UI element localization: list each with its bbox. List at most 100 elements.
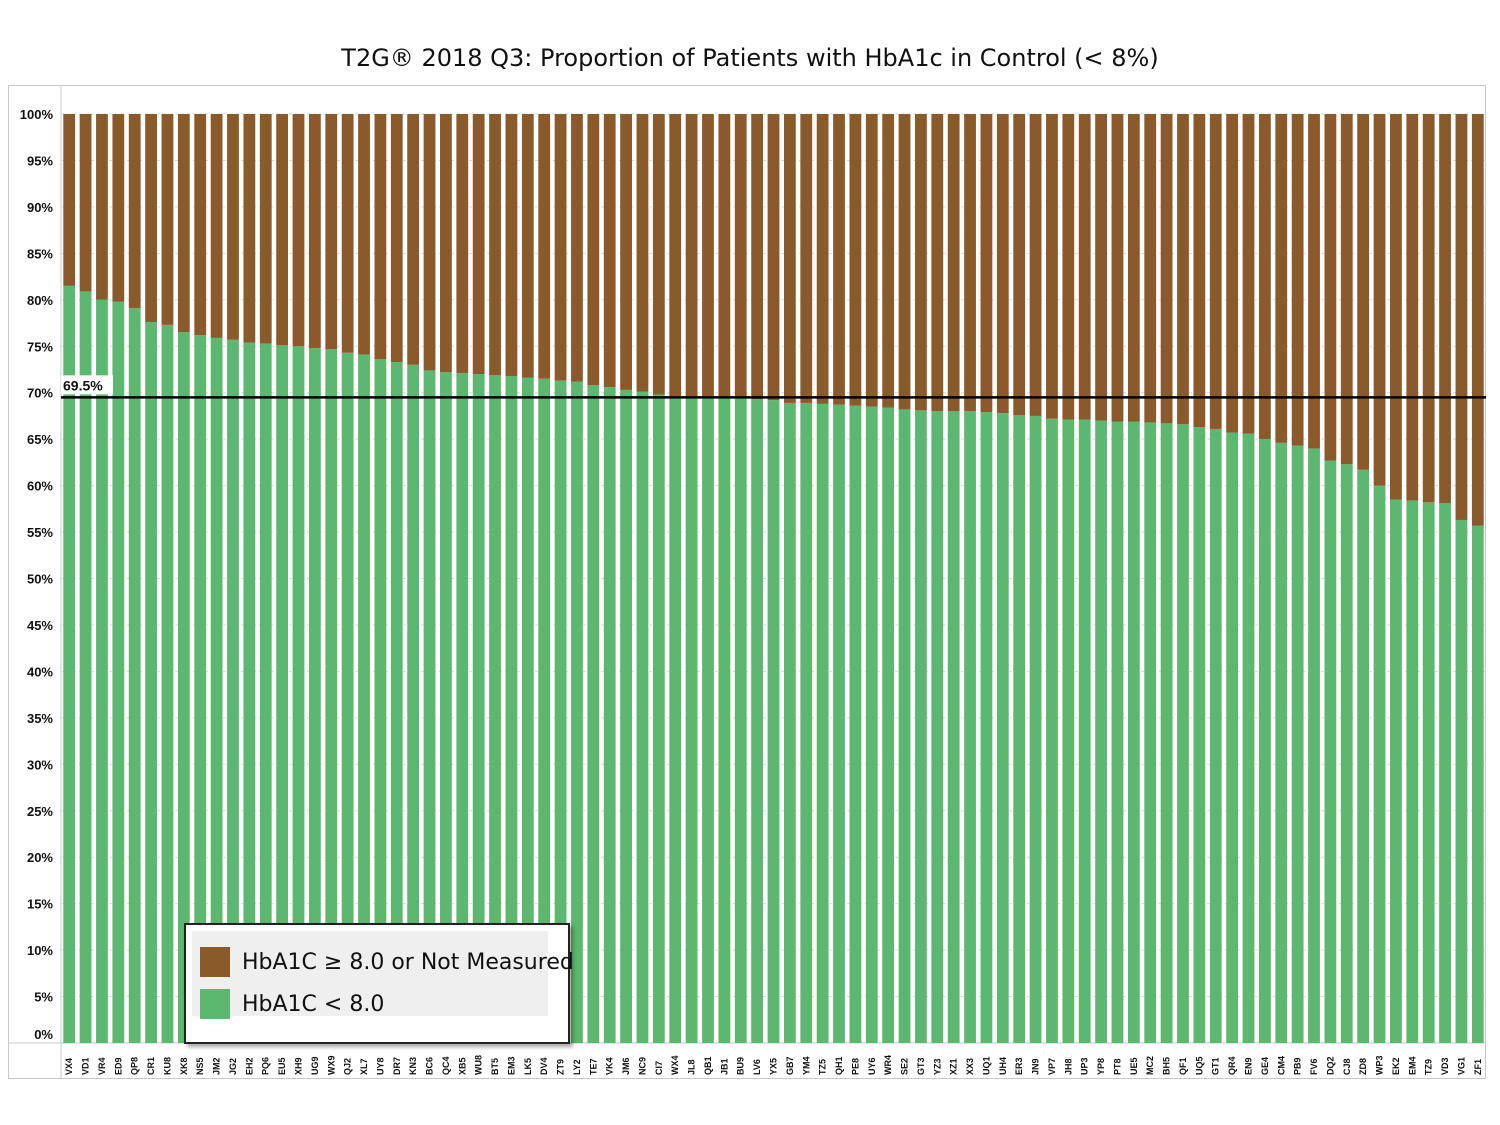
x-tick-label: DR7 <box>392 1057 402 1075</box>
bar-controlled <box>652 394 665 1044</box>
bar-not-controlled <box>947 114 960 412</box>
x-tick-label: VP7 <box>1047 1058 1057 1075</box>
bar-controlled <box>325 349 338 1043</box>
bar-controlled <box>554 380 567 1043</box>
x-tick-label: EH2 <box>244 1057 254 1075</box>
y-tick-label: 45% <box>27 618 53 633</box>
bar-controlled <box>423 370 436 1043</box>
x-tick-label: XK8 <box>179 1057 189 1075</box>
bar-not-controlled <box>489 114 501 376</box>
bar-not-controlled <box>1406 114 1419 501</box>
bar-not-controlled <box>145 114 157 323</box>
x-tick-label: WP3 <box>1375 1055 1385 1075</box>
bar-not-controlled <box>1078 114 1091 420</box>
x-tick-label: WX4 <box>670 1055 680 1075</box>
y-tick-label: 65% <box>27 432 53 447</box>
bar-controlled <box>259 343 272 1043</box>
x-tick-label: PE8 <box>850 1058 860 1075</box>
bar-controlled <box>1193 427 1206 1043</box>
bar-not-controlled <box>718 114 731 398</box>
bar-not-controlled <box>652 114 665 395</box>
bar-not-controlled <box>440 114 452 373</box>
bar-not-controlled <box>1095 114 1107 421</box>
bar-controlled <box>1013 414 1026 1044</box>
x-tick-label: LK5 <box>523 1058 533 1075</box>
bar-controlled <box>292 346 305 1043</box>
bar-not-controlled <box>538 114 551 379</box>
bar-controlled <box>1340 464 1353 1043</box>
bar-controlled <box>718 397 731 1044</box>
bar-not-controlled <box>1193 114 1206 428</box>
bar-not-controlled <box>1127 114 1140 422</box>
x-tick-label: GB7 <box>785 1056 795 1075</box>
bar-controlled <box>1177 424 1189 1043</box>
legend-item-high: HbA1C ≥ 8.0 or Not Measured <box>200 947 574 977</box>
bar-controlled <box>931 411 944 1043</box>
reference-label-background <box>61 375 113 395</box>
bar-controlled <box>980 412 993 1044</box>
bar-controlled <box>505 375 518 1043</box>
x-tick-label: UY8 <box>375 1057 385 1075</box>
bar-not-controlled <box>112 114 125 302</box>
bar-not-controlled <box>1439 114 1451 504</box>
x-tick-label: SE2 <box>900 1058 910 1075</box>
y-tick-label: 25% <box>27 804 53 819</box>
bar-not-controlled <box>996 114 1009 414</box>
bar-not-controlled <box>636 114 649 392</box>
x-tick-label: ER3 <box>1014 1057 1024 1075</box>
x-tick-label: QB1 <box>703 1056 713 1075</box>
bar-not-controlled <box>390 114 403 363</box>
bar-not-controlled <box>1455 114 1468 520</box>
legend-item-controlled: HbA1C < 8.0 <box>200 989 384 1019</box>
x-tick-label: WR4 <box>883 1055 893 1075</box>
bar-not-controlled <box>521 114 534 378</box>
bar-controlled <box>767 400 780 1044</box>
x-tick-label: GT1 <box>1211 1057 1221 1075</box>
bar-not-controlled <box>1242 114 1255 434</box>
bar-not-controlled <box>1111 114 1124 422</box>
x-tick-label: TZ9 <box>1424 1059 1434 1075</box>
bar-not-controlled <box>1390 114 1402 500</box>
x-tick-label: ZD8 <box>1358 1058 1368 1075</box>
bar-not-controlled <box>1013 114 1026 415</box>
bar-controlled <box>1291 445 1304 1043</box>
bar-controlled <box>1029 415 1042 1043</box>
bar-controlled <box>1242 433 1255 1043</box>
x-tick-label: UH4 <box>998 1057 1008 1075</box>
bar-controlled <box>1439 503 1451 1044</box>
bar-controlled <box>1144 422 1157 1044</box>
x-tick-label: YX5 <box>769 1058 779 1075</box>
bar-not-controlled <box>161 114 174 325</box>
x-tick-label: UP3 <box>1080 1057 1090 1075</box>
x-tick-label: NC9 <box>637 1057 647 1075</box>
bar-controlled <box>1373 485 1386 1044</box>
x-tick-label: TZ5 <box>818 1059 828 1075</box>
bar-not-controlled <box>882 114 895 408</box>
x-tick-label: TE7 <box>588 1058 598 1075</box>
bar-controlled <box>1422 502 1435 1043</box>
x-tick-label: FV6 <box>1309 1058 1319 1075</box>
y-tick-label: 75% <box>27 339 53 354</box>
bar-controlled <box>1046 418 1058 1043</box>
chart-frame: 0% 5% 10% 15% 20% 25% 30% 35% 40% 45% 50% 55% 60% 65%… <box>8 85 1486 1079</box>
x-tick-label: EM3 <box>506 1056 516 1075</box>
x-tick-label: VX4 <box>64 1058 74 1075</box>
bar-not-controlled <box>685 114 698 397</box>
x-tick-label: XX3 <box>965 1058 975 1075</box>
bar-controlled <box>800 402 813 1043</box>
bar-not-controlled <box>1062 114 1075 420</box>
x-tick-label: JM6 <box>621 1057 631 1075</box>
y-tick-label: 50% <box>27 572 53 587</box>
bar-controlled <box>128 308 141 1043</box>
bar-controlled <box>603 387 616 1044</box>
bar-not-controlled <box>227 114 239 340</box>
bar-controlled <box>636 391 649 1043</box>
bar-controlled <box>374 359 387 1044</box>
y-tick-label: 30% <box>27 757 53 772</box>
x-tick-label: JB1 <box>719 1058 729 1075</box>
bar-not-controlled <box>79 114 92 292</box>
bar-controlled <box>1226 432 1239 1044</box>
bar-controlled <box>358 354 370 1044</box>
bar-controlled <box>472 374 485 1043</box>
bar-controlled <box>341 352 354 1043</box>
